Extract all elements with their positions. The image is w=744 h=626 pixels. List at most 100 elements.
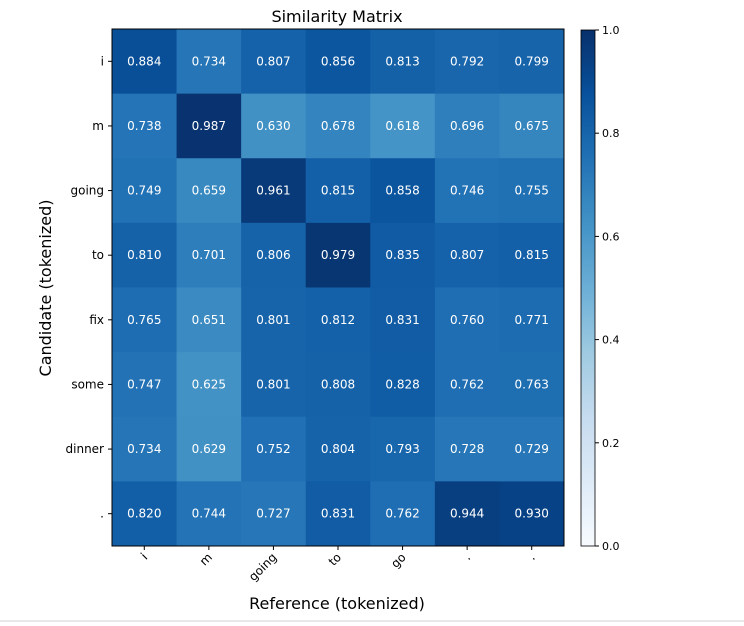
heatmap-cell	[112, 93, 178, 159]
chart-title: Similarity Matrix	[271, 7, 402, 26]
cell-value-label: 0.801	[256, 313, 290, 327]
heatmap-cell	[370, 287, 436, 353]
y-tick-label: fix	[89, 313, 104, 327]
x-tick-label: going	[246, 550, 280, 584]
heatmap-cell	[370, 93, 436, 159]
heatmap-cell	[241, 352, 307, 418]
cell-value-label: 0.755	[515, 184, 549, 198]
cell-value-label: 0.828	[385, 377, 419, 391]
y-tick-label: to	[92, 248, 104, 262]
heatmap-cell	[305, 481, 371, 547]
cell-value-label: 0.813	[385, 54, 419, 68]
heatmap-cell	[305, 287, 371, 353]
cell-value-label: 0.807	[256, 54, 290, 68]
cell-value-label: 0.810	[127, 248, 161, 262]
heatmap-cell	[499, 29, 565, 95]
cell-value-label: 0.747	[127, 377, 161, 391]
colorbar-tick-label: 0.4	[602, 334, 620, 347]
x-tick-label: go	[388, 550, 408, 570]
heatmap-cell	[241, 222, 307, 288]
heatmap-cell	[370, 481, 436, 547]
cell-value-label: 0.799	[515, 54, 549, 68]
cell-value-label: 0.734	[192, 54, 226, 68]
cell-value-label: 0.630	[256, 119, 290, 133]
heatmap-cell	[112, 416, 178, 482]
heatmap-cell	[499, 93, 565, 159]
cell-value-label: 0.763	[515, 377, 549, 391]
heatmap-cell	[434, 93, 500, 159]
x-tick-label: i	[138, 550, 150, 562]
cell-value-label: 0.831	[321, 507, 355, 521]
heatmap-cell	[434, 481, 500, 547]
colorbar-ticks: 0.0 0.2 0.4 0.6 0.8 1.0	[595, 24, 620, 553]
heatmap-cell	[434, 287, 500, 353]
heatmap-cell	[112, 287, 178, 353]
heatmap-cell	[112, 352, 178, 418]
heatmap-cell	[176, 222, 242, 288]
cell-value-label: 0.884	[127, 54, 161, 68]
cell-value-label: 0.729	[515, 442, 549, 456]
cell-value-label: 0.659	[192, 184, 226, 198]
heatmap-cell	[370, 352, 436, 418]
heatmap-cell	[176, 481, 242, 547]
heatmap-cell	[241, 93, 307, 159]
cell-value-label: 0.762	[450, 377, 484, 391]
heatmap-cell	[176, 158, 242, 224]
heatmap-cell	[499, 158, 565, 224]
cell-value-label: 0.728	[450, 442, 484, 456]
cell-value-label: 0.752	[256, 442, 290, 456]
colorbar-tick-label: 0.6	[602, 230, 620, 243]
cell-value-label: 0.793	[385, 442, 419, 456]
heatmap-cell	[434, 416, 500, 482]
cell-value-label: 0.678	[321, 119, 355, 133]
cell-value-label: 0.749	[127, 184, 161, 198]
cell-value-label: 0.944	[450, 507, 484, 521]
cell-value-label: 0.856	[321, 54, 355, 68]
heatmap-cell	[370, 29, 436, 95]
cell-value-label: 0.625	[192, 377, 226, 391]
cell-value-label: 0.696	[450, 119, 484, 133]
x-tick-label: .	[525, 550, 538, 563]
cell-value-label: 0.812	[321, 313, 355, 327]
y-tick-label: .	[100, 507, 104, 521]
heatmap-cell	[499, 222, 565, 288]
y-tick-label: going	[70, 184, 104, 198]
heatmap-cells: 0.884 0.734 0.807 0.856 0.813 0.792 0.799 0.738…	[112, 29, 565, 547]
heatmap-cell	[112, 481, 178, 547]
heatmap-cell	[176, 29, 242, 95]
heatmap-cell	[499, 416, 565, 482]
heatmap-cell	[176, 287, 242, 353]
cell-value-label: 0.858	[385, 184, 419, 198]
cell-value-label: 0.792	[450, 54, 484, 68]
y-tick-label: some	[71, 377, 104, 391]
cell-value-label: 0.807	[450, 248, 484, 262]
y-axis-ticks: i m going to fix some dinner.	[66, 54, 112, 521]
cell-value-label: 0.930	[515, 507, 549, 521]
cell-value-label: 0.771	[515, 313, 549, 327]
cell-value-label: 0.815	[515, 248, 549, 262]
heatmap-cell	[305, 222, 371, 288]
heatmap-cell	[176, 416, 242, 482]
colorbar	[580, 29, 596, 547]
colorbar-tick-label: 0.2	[602, 437, 620, 450]
heatmap-cell	[499, 481, 565, 547]
cell-value-label: 0.618	[385, 119, 419, 133]
x-tick-label: .	[461, 550, 474, 563]
cell-value-label: 0.804	[321, 442, 355, 456]
heatmap-cell	[305, 158, 371, 224]
x-tick-label: m	[197, 550, 215, 568]
cell-value-label: 0.701	[192, 248, 226, 262]
heatmap-cell	[305, 352, 371, 418]
cell-value-label: 0.675	[515, 119, 549, 133]
cell-value-label: 0.762	[385, 507, 419, 521]
cell-value-label: 0.808	[321, 377, 355, 391]
cell-value-label: 0.806	[256, 248, 290, 262]
cell-value-label: 0.815	[321, 184, 355, 198]
cell-value-label: 0.835	[385, 248, 419, 262]
x-axis-ticks: i m going to go..	[138, 546, 538, 584]
heatmap-cell	[434, 29, 500, 95]
cell-value-label: 0.738	[127, 119, 161, 133]
colorbar-tick-label: 0.0	[602, 540, 620, 553]
